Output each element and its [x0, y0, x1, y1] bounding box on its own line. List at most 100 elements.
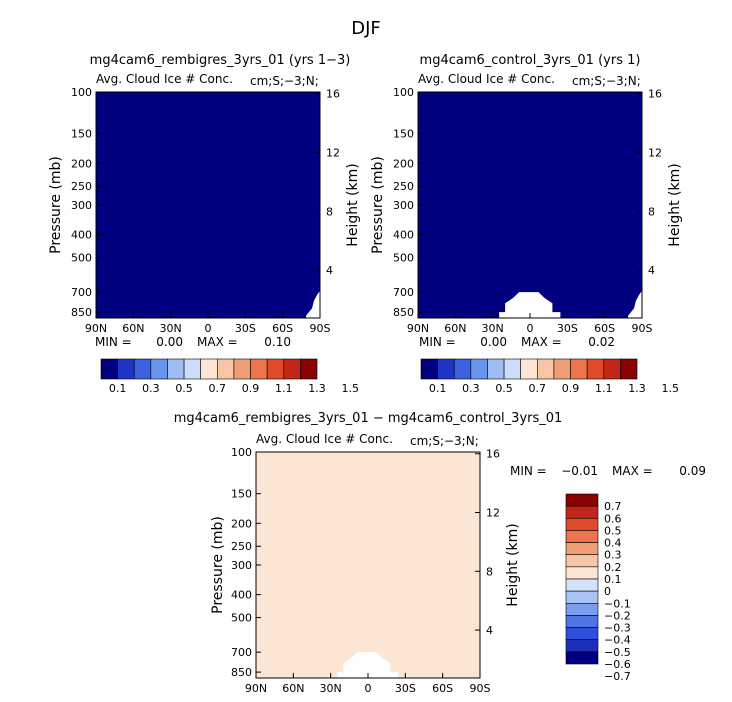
colorbar-swatch: [167, 358, 185, 380]
x-tick-label: 60S: [432, 682, 453, 695]
min-value: −0.01: [561, 464, 598, 478]
colorbar-swatch: [565, 493, 599, 507]
heatmap-field: [96, 92, 320, 318]
panel-diff: mg4cam6_rembigres_3yrs_01 − mg4cam6_cont…: [174, 411, 706, 695]
min-value: 0.00: [156, 335, 183, 349]
x-tick-label: 30S: [557, 322, 578, 335]
colorbar-label: 1.5: [661, 382, 679, 395]
colorbar-label: 0: [604, 585, 611, 598]
colorbar-swatch: [565, 590, 599, 604]
y-axis-label: Pressure (mb): [370, 156, 386, 254]
x-tick-label: 30N: [160, 322, 182, 335]
height-tick-label: 12: [326, 147, 340, 160]
y-tick-label: 150: [71, 128, 92, 141]
max-value: 0.02: [588, 335, 615, 349]
y-tick-label: 700: [231, 646, 252, 659]
colorbar-label: 0.5: [175, 382, 193, 395]
clear-region-south-pole: [306, 290, 320, 318]
colorbar-swatch: [133, 358, 152, 380]
height-tick-label: 4: [326, 264, 333, 277]
colorbar-swatch: [217, 358, 235, 380]
colorbar-swatch: [565, 554, 599, 568]
clear-region-tropics: [337, 652, 399, 678]
colorbar-swatch: [537, 358, 555, 380]
y-tick-label: 500: [231, 612, 252, 625]
panel-title: mg4cam6_rembigres_3yrs_01 − mg4cam6_cont…: [174, 411, 563, 426]
colorbar-label: 0.1: [109, 382, 127, 395]
max-value: 0.09: [679, 464, 706, 478]
colorbar-label: −0.1: [604, 597, 631, 610]
y-tick-label: 200: [231, 517, 252, 530]
colorbar-label: 1.3: [628, 382, 646, 395]
min-label: MIN =: [95, 335, 132, 349]
colorbar-swatch: [570, 358, 588, 380]
max-label: MAX =: [612, 464, 653, 478]
y-tick-label: 400: [71, 229, 92, 242]
colorbar-swatch: [565, 566, 599, 580]
y-tick-label: 150: [393, 128, 414, 141]
height-tick-label: 12: [648, 147, 662, 160]
y-tick-label: 250: [393, 180, 414, 193]
colorbar-swatch: [520, 358, 538, 380]
x-tick-label: 90S: [310, 322, 331, 335]
colorbar-swatch: [565, 602, 599, 616]
heatmap-field: [256, 452, 480, 678]
y-tick-label: 250: [71, 180, 92, 193]
colorbar-label: 0.5: [604, 524, 622, 537]
y-tick-label: 850: [231, 666, 252, 679]
x-tick-label: 60S: [272, 322, 293, 335]
colorbar-swatch: [565, 615, 599, 628]
x-tick-label: 30N: [320, 682, 342, 695]
panel-subtitle: Avg. Cloud Ice # Conc.: [96, 72, 233, 86]
colorbar-label: −0.6: [604, 658, 631, 671]
y-tick-label: 200: [393, 157, 414, 170]
colorbar-label: 0.5: [495, 382, 513, 395]
colorbar-label: 0.9: [242, 382, 260, 395]
y-axis-label: Pressure (mb): [210, 516, 226, 614]
height-tick-label: 16: [486, 448, 500, 461]
colorbar-label: 0.3: [142, 382, 160, 395]
panel-title: mg4cam6_control_3yrs_01 (yrs 1): [420, 53, 641, 68]
colorbar-swatch: [117, 358, 135, 380]
y-tick-label: 150: [231, 488, 252, 501]
x-tick-label: 60S: [594, 322, 615, 335]
x-tick-label: 0: [365, 682, 372, 695]
colorbar-label: −0.3: [604, 622, 631, 635]
colorbar-swatch: [420, 358, 438, 380]
colorbar: 0.1 0.3 0.5 0.7 0.9 1.1 1.3 1.5: [420, 358, 679, 395]
colorbar-swatch: [100, 358, 118, 380]
colorbar-swatch: [620, 358, 638, 380]
y-tick-label: 850: [393, 306, 414, 319]
panel-units-label: cm;S;−3;N;: [250, 74, 319, 88]
y-tick-label: 700: [71, 286, 92, 299]
panels-layer: mg4cam6_rembigres_3yrs_01 (yrs 1−3) Avg. …: [48, 53, 706, 695]
y-tick-label: 100: [393, 86, 414, 99]
colorbar-label: 0.7: [604, 500, 622, 513]
x-tick-label: 90N: [85, 322, 107, 335]
y-axis-label-right: Height (km): [345, 163, 361, 246]
colorbar-swatch: [503, 358, 521, 380]
colorbar-label: 0.3: [462, 382, 480, 395]
figure-title: DJF: [351, 18, 381, 39]
height-tick-label: 8: [486, 565, 493, 578]
max-label: MAX =: [521, 335, 562, 349]
colorbar-label: 0.7: [209, 382, 227, 395]
x-tick-label: 60N: [282, 682, 304, 695]
colorbar-label: 0.6: [604, 512, 622, 525]
colorbar-swatch: [300, 358, 318, 380]
colorbar-swatch: [565, 505, 599, 519]
y-axis-label: Pressure (mb): [48, 156, 64, 254]
x-tick-label: 30S: [235, 322, 256, 335]
x-tick-label: 0: [527, 322, 534, 335]
colorbar-label: 0.2: [604, 561, 622, 574]
colorbar-swatch: [470, 358, 488, 380]
colorbar-label: 1.1: [595, 382, 613, 395]
colorbar-label: 1.3: [308, 382, 326, 395]
min-value: 0.00: [480, 335, 507, 349]
clear-region-south-pole: [628, 290, 642, 318]
min-label: MIN =: [510, 464, 547, 478]
colorbar-swatch: [565, 542, 599, 556]
colorbar-label: 0.7: [529, 382, 547, 395]
y-tick-label: 300: [231, 559, 252, 572]
